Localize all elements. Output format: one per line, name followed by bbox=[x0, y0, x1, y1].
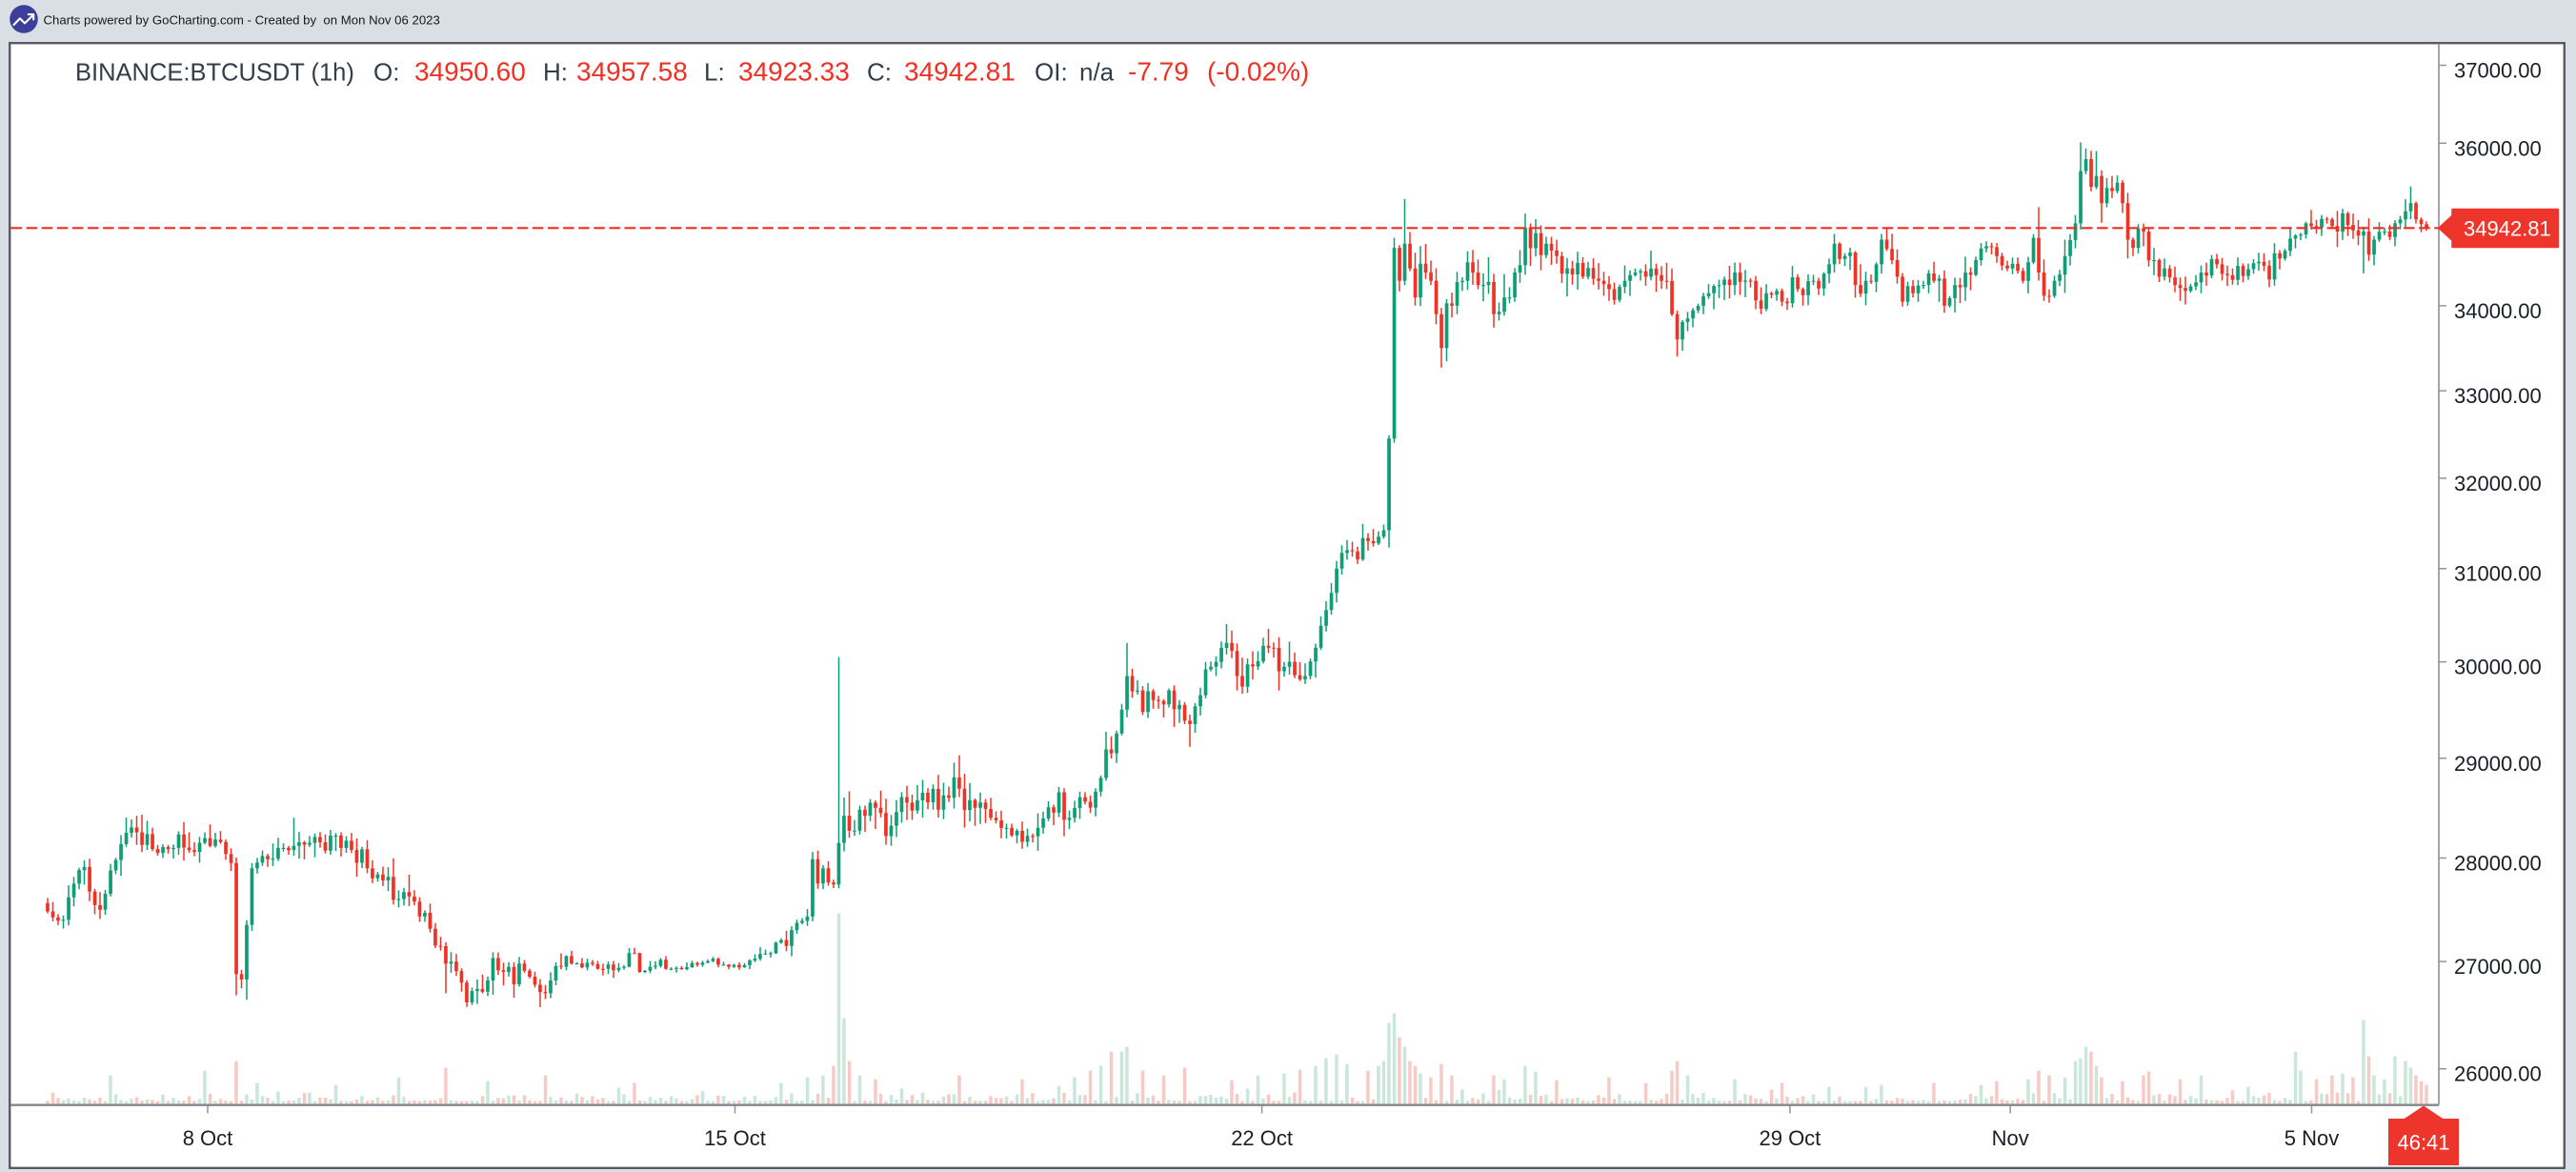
svg-text:34000.00: 34000.00 bbox=[2454, 299, 2542, 323]
svg-text:Nov: Nov bbox=[1992, 1126, 2029, 1150]
svg-text:BINANCE:BTCUSDT (1h): BINANCE:BTCUSDT (1h) bbox=[75, 60, 354, 87]
svg-text:-7.79: -7.79 bbox=[1128, 57, 1189, 87]
svg-text:O:: O: bbox=[373, 58, 399, 87]
svg-text:5 Nov: 5 Nov bbox=[2284, 1126, 2339, 1150]
svg-text:46:41: 46:41 bbox=[2397, 1131, 2449, 1155]
svg-text:C:: C: bbox=[867, 58, 892, 87]
svg-text:15 Oct: 15 Oct bbox=[704, 1126, 766, 1150]
svg-text:(-0.02%): (-0.02%) bbox=[1207, 57, 1309, 87]
svg-text:8 Oct: 8 Oct bbox=[183, 1126, 233, 1150]
svg-text:34923.33: 34923.33 bbox=[738, 57, 850, 87]
svg-text:28000.00: 28000.00 bbox=[2454, 852, 2542, 876]
svg-text:32000.00: 32000.00 bbox=[2454, 472, 2542, 495]
svg-text:OI:: OI: bbox=[1035, 58, 1068, 87]
svg-text:36000.00: 36000.00 bbox=[2454, 136, 2542, 160]
svg-text:34950.60: 34950.60 bbox=[414, 57, 526, 87]
svg-text:29000.00: 29000.00 bbox=[2454, 752, 2542, 776]
svg-text:33000.00: 33000.00 bbox=[2454, 384, 2542, 408]
svg-text:34957.58: 34957.58 bbox=[576, 57, 688, 87]
svg-text:Charts powered by GoCharting.c: Charts powered by GoCharting.com - Creat… bbox=[44, 13, 440, 28]
svg-text:30000.00: 30000.00 bbox=[2454, 656, 2542, 679]
svg-text:34942.81: 34942.81 bbox=[2464, 216, 2551, 240]
svg-text:26000.00: 26000.00 bbox=[2454, 1062, 2542, 1086]
svg-text:n/a: n/a bbox=[1079, 58, 1115, 87]
svg-text:L:: L: bbox=[704, 58, 725, 87]
svg-text:22 Oct: 22 Oct bbox=[1231, 1126, 1293, 1150]
svg-text:34942.81: 34942.81 bbox=[904, 57, 1016, 87]
svg-text:37000.00: 37000.00 bbox=[2454, 59, 2542, 83]
svg-text:H:: H: bbox=[543, 58, 568, 87]
svg-text:31000.00: 31000.00 bbox=[2454, 562, 2542, 586]
svg-text:29 Oct: 29 Oct bbox=[1759, 1126, 1821, 1150]
svg-text:27000.00: 27000.00 bbox=[2454, 955, 2542, 979]
